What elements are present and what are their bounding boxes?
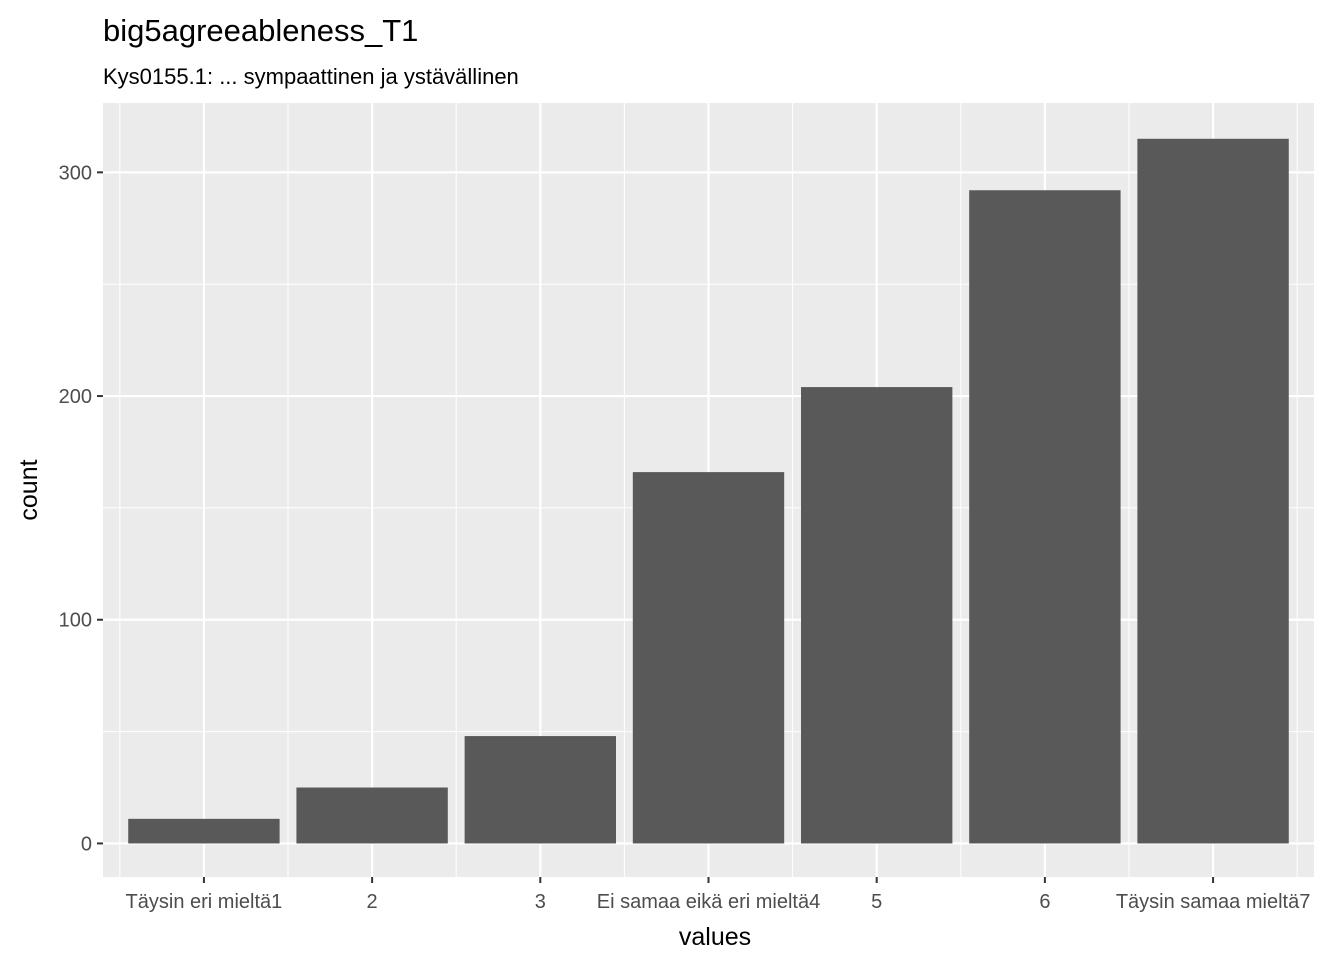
x-tick-label: Ei samaa eikä eri mieltä4 <box>597 891 820 913</box>
chart-subtitle: Kys0155.1: ... sympaattinen ja ystävälli… <box>103 64 519 89</box>
bars <box>128 138 1289 844</box>
y-axis: 0 100 200 300 <box>59 162 103 855</box>
bar <box>632 472 785 844</box>
x-tick-label: 6 <box>1039 891 1050 913</box>
y-tick-label: 300 <box>59 162 92 184</box>
bar <box>801 387 953 844</box>
bar <box>1137 138 1289 844</box>
y-tick-label: 200 <box>59 386 92 408</box>
x-tick-label: Täysin eri mieltä1 <box>126 891 283 913</box>
chart-title: big5agreeableness_T1 <box>103 13 418 48</box>
bar <box>464 736 616 844</box>
y-tick-label: 100 <box>59 610 92 632</box>
x-axis-title: values <box>679 923 751 951</box>
x-axis: Täysin eri mieltä1 2 3 Ei samaa eikä eri mi… <box>126 877 1311 913</box>
bar <box>296 787 448 844</box>
bar <box>969 190 1121 844</box>
y-axis-title: count <box>15 459 43 520</box>
x-tick-label: 2 <box>367 891 378 913</box>
y-tick-label: 0 <box>81 833 92 855</box>
bar <box>128 818 280 844</box>
x-tick-label: 3 <box>535 891 546 913</box>
x-tick-label: Täysin samaa mieltä7 <box>1116 891 1311 913</box>
x-tick-label: 5 <box>871 891 882 913</box>
